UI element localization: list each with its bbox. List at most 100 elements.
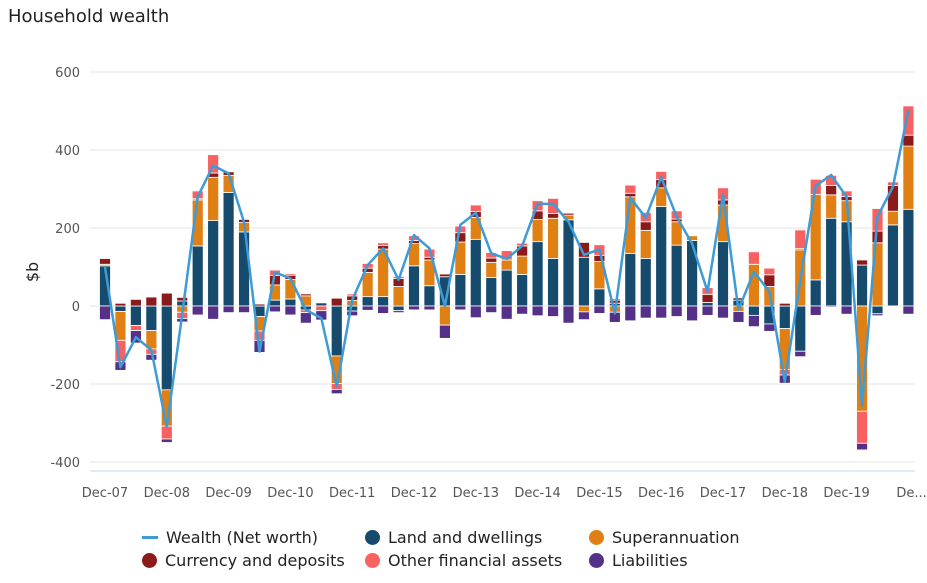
bar-segment-currency-and-deposits xyxy=(253,303,266,307)
bar-segment-liabilities xyxy=(794,350,807,358)
bar-segment-other-financial-assets xyxy=(902,105,915,136)
x-tick-label: Dec-15 xyxy=(576,486,622,501)
bar-segment-liabilities xyxy=(887,305,899,308)
bar-segment-liabilities xyxy=(99,305,111,321)
y-tick-label: 0 xyxy=(72,300,80,315)
bar-segment-land-and-dwellings xyxy=(269,299,281,307)
bar-segment-land-and-dwellings xyxy=(902,208,915,307)
bar-segment-liabilities xyxy=(809,305,822,316)
bar-segment-liabilities xyxy=(670,305,683,317)
bar-segment-liabilities xyxy=(191,305,204,316)
bar-segment-liabilities xyxy=(284,305,297,316)
bar-segment-land-and-dwellings xyxy=(129,305,142,326)
bar-segment-land-and-dwellings xyxy=(500,269,513,307)
bar-segment-land-and-dwellings xyxy=(191,245,204,307)
bar-segment-other-financial-assets xyxy=(763,267,776,276)
bar-segment-land-and-dwellings xyxy=(887,224,899,307)
bar-segment-other-financial-assets xyxy=(315,305,328,312)
bar-segment-liabilities xyxy=(578,311,590,321)
y-axis-label: $b xyxy=(23,262,42,282)
bar-segment-superannuation xyxy=(902,145,915,210)
bar-segment-land-and-dwellings xyxy=(238,231,250,307)
chart-title: Household wealth xyxy=(8,6,170,27)
bar-segment-currency-and-deposits xyxy=(129,298,142,307)
bar-segment-land-and-dwellings xyxy=(670,244,683,307)
bar-segment-other-financial-assets xyxy=(608,298,621,301)
bar-segment-liabilities xyxy=(547,305,559,317)
legend-label: Wealth (Net worth) xyxy=(166,528,318,547)
bar-segment-other-financial-assets xyxy=(99,257,111,259)
bar-segment-liabilities xyxy=(454,305,467,311)
bar-segment-liabilities xyxy=(531,305,544,317)
bar-segment-superannuation xyxy=(485,261,498,278)
x-tick-label: Dec-16 xyxy=(638,486,684,501)
bar-segment-liabilities xyxy=(500,305,513,320)
legend-item-other-financial[interactable]: Other financial assets xyxy=(365,551,562,570)
bar-segment-liabilities xyxy=(222,305,235,314)
bar-segment-land-and-dwellings xyxy=(825,217,838,307)
bar-segment-liabilities xyxy=(701,305,714,316)
bar-segment-liabilities xyxy=(655,305,668,319)
bar-segment-liabilities xyxy=(361,305,374,311)
x-tick-label: Dec-07 xyxy=(82,486,128,501)
bar-segment-land-and-dwellings xyxy=(145,305,158,331)
bar-segment-liabilities xyxy=(346,310,359,317)
bar-segment-liabilities xyxy=(902,305,915,315)
bar-segment-liabilities xyxy=(624,305,637,322)
x-tick-label: Dec-09 xyxy=(205,486,251,501)
bar-segment-land-and-dwellings xyxy=(748,305,760,316)
legend-item-liabilities[interactable]: Liabilities xyxy=(589,551,688,570)
circle-legend-icon xyxy=(365,553,380,568)
bar-segment-liabilities xyxy=(207,305,220,320)
legend-item-land[interactable]: Land and dwellings xyxy=(365,528,542,547)
bar-segment-land-and-dwellings xyxy=(485,277,498,307)
bar-segment-land-and-dwellings xyxy=(377,296,390,307)
bar-segment-land-and-dwellings xyxy=(547,258,559,307)
bar-segment-liabilities xyxy=(330,389,343,395)
bar-segment-land-and-dwellings xyxy=(856,264,868,307)
bar-segment-liabilities xyxy=(686,305,698,322)
x-tick-label: Dec-11 xyxy=(329,486,375,501)
bar-segment-liabilities xyxy=(516,305,529,315)
bar-segment-land-and-dwellings xyxy=(578,256,590,307)
bar-segment-liabilities xyxy=(238,305,250,314)
legend-item-net-worth[interactable]: Wealth (Net worth) xyxy=(142,528,318,547)
bar-segment-liabilities xyxy=(392,310,405,314)
bar-segment-land-and-dwellings xyxy=(624,252,637,307)
bar-segment-superannuation xyxy=(516,255,529,275)
bar-segment-currency-and-deposits xyxy=(624,192,637,198)
legend-item-superannuation[interactable]: Superannuation xyxy=(589,528,740,547)
bar-segment-liabilities xyxy=(825,305,838,308)
bar-segment-liabilities xyxy=(763,323,776,332)
legend-label: Currency and deposits xyxy=(165,551,345,570)
circle-legend-icon xyxy=(589,530,604,545)
bar-segment-liabilities xyxy=(717,305,729,319)
bar-segment-liabilities xyxy=(438,324,451,339)
x-tick-label: Dec-18 xyxy=(762,486,808,501)
bar-segment-land-and-dwellings xyxy=(392,305,405,312)
bar-segment-currency-and-deposits xyxy=(299,293,312,297)
bar-segment-superannuation xyxy=(887,210,899,226)
bar-segment-liabilities xyxy=(639,305,652,319)
bar-segment-liabilities xyxy=(748,314,760,328)
bar-segment-land-and-dwellings xyxy=(423,285,436,307)
x-tick-label: De... xyxy=(896,486,926,501)
bar-segment-currency-and-deposits xyxy=(176,297,189,302)
net-worth-line xyxy=(103,109,910,429)
circle-legend-icon xyxy=(589,553,604,568)
circle-legend-icon xyxy=(365,530,380,545)
bar-segment-land-and-dwellings xyxy=(701,302,714,307)
bar-segment-superannuation xyxy=(686,235,698,241)
bar-segment-land-and-dwellings xyxy=(222,192,235,307)
bar-segment-land-and-dwellings xyxy=(408,265,420,307)
x-tick-label: Dec-12 xyxy=(391,486,437,501)
bar-segment-superannuation xyxy=(284,279,297,300)
bar-segment-other-financial-assets xyxy=(129,325,142,331)
bar-segment-liabilities xyxy=(423,305,436,311)
bar-segment-currency-and-deposits xyxy=(639,221,652,231)
x-tick-label: Dec-14 xyxy=(514,486,560,501)
legend-item-currency[interactable]: Currency and deposits xyxy=(142,551,345,570)
bar-segment-land-and-dwellings xyxy=(315,302,328,307)
x-tick-label: Dec-13 xyxy=(453,486,499,501)
bar-segment-other-financial-assets xyxy=(207,154,220,174)
